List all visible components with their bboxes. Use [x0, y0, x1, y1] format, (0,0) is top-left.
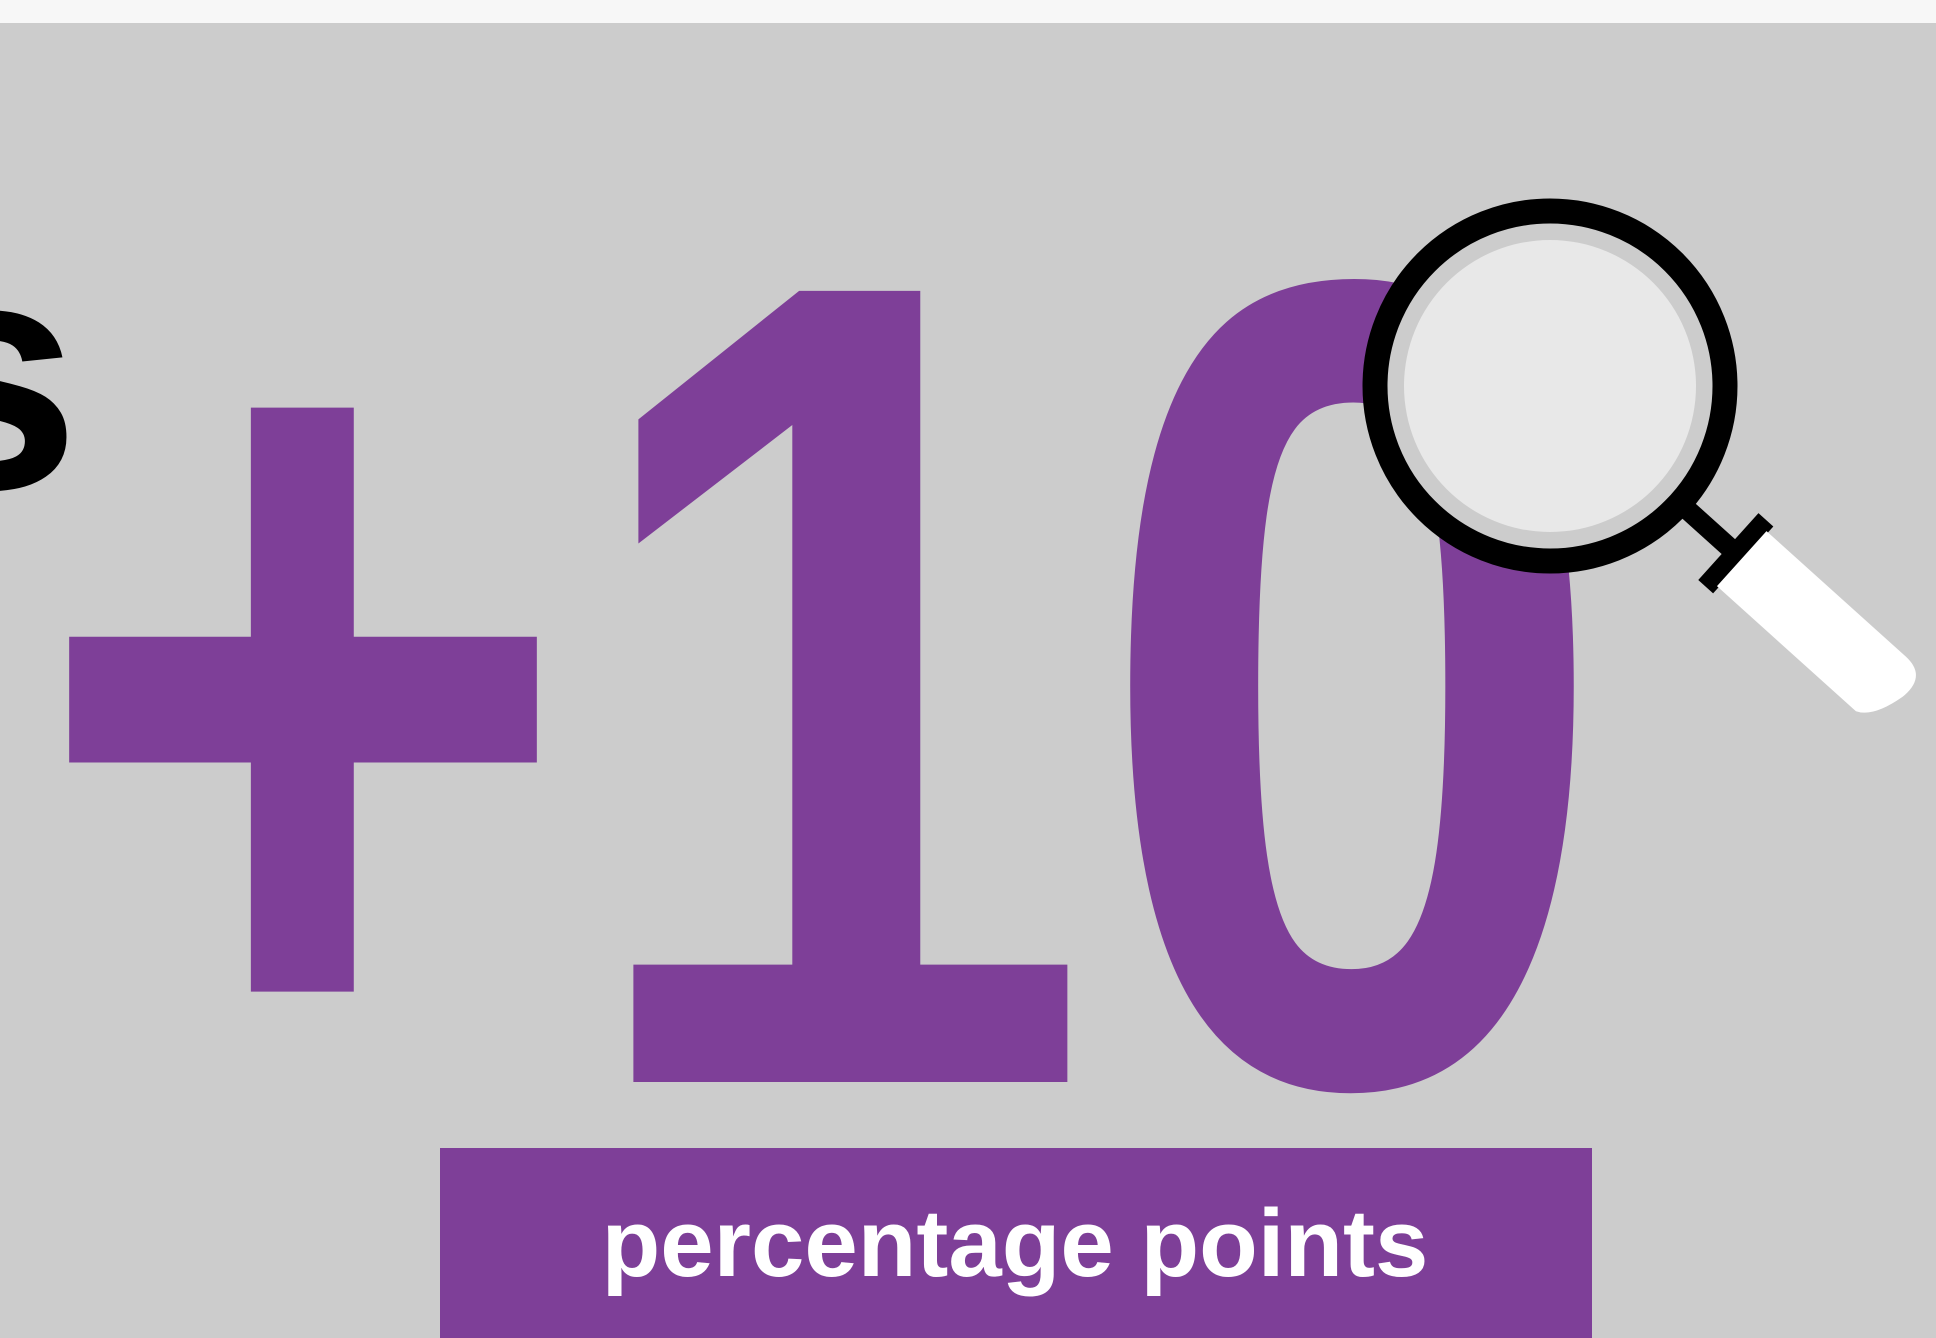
- label-text: percentage points: [602, 1190, 1429, 1297]
- handle-collar: [1698, 513, 1774, 594]
- partial-text: s: [0, 189, 80, 558]
- top-bar: [0, 0, 1936, 23]
- lens-glass: [1404, 240, 1696, 532]
- label-box: [440, 1148, 1592, 1338]
- magnifier: [1362, 198, 1916, 713]
- headline: +10: [30, 41, 1612, 1326]
- magnifier-handle: [1669, 492, 1916, 713]
- handle-grip: [1716, 531, 1916, 713]
